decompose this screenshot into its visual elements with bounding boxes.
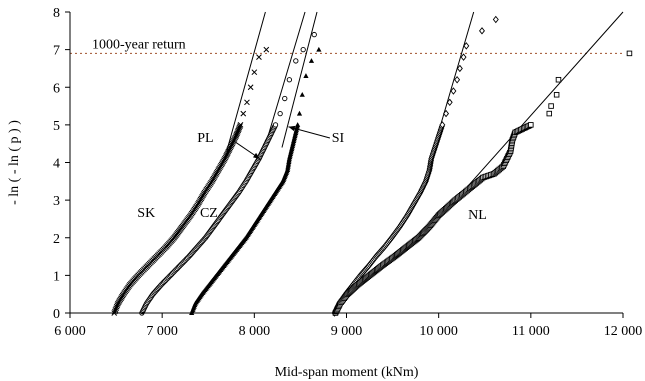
data-point [277,110,283,117]
data-point [446,98,453,107]
data-point [114,302,121,309]
data-point [450,87,457,95]
data-point [237,122,244,128]
data-point [300,46,306,53]
data-point [456,64,463,73]
data-point [251,69,258,76]
data-point [244,99,250,106]
y-ticks: 0 1 2 3 4 5 6 7 8 [53,6,70,322]
y-tick-label: 3 [53,194,60,209]
data-point [303,73,309,78]
data-point [555,76,562,83]
data-point [228,141,235,148]
fit-line [226,11,266,152]
reference-line-label: 1000-year return [92,37,186,52]
data-point [460,53,467,61]
x-tick-label: 6 000 [54,324,86,339]
data-point [272,122,279,128]
data-point [221,155,228,162]
data-point [230,138,236,145]
data-point [256,54,262,61]
data-point [286,77,293,83]
data-point [247,84,254,91]
data-point [228,143,234,149]
fit-line [281,11,318,148]
series-annotations: SK PL CZ SI NL [137,131,487,223]
x-tick-label: 9 000 [331,324,363,339]
data-point [112,307,119,313]
leader-arrowhead [288,125,296,132]
data-markers [111,15,633,317]
data-point [299,91,305,97]
axes [69,12,623,314]
data-point [263,46,270,53]
y-tick-label: 2 [53,232,60,247]
data-point [226,147,232,154]
data-point [224,150,231,156]
data-point [492,15,499,24]
data-point [626,50,633,57]
data-point [223,153,230,159]
data-point [237,123,243,130]
data-point [240,110,247,117]
data-point [296,110,303,116]
y-tick-label: 1 [53,269,60,284]
x-tick-label: 12 000 [604,324,643,339]
data-point [295,122,301,127]
leader-line [288,126,331,139]
data-point [227,144,234,151]
y-tick-label: 8 [53,6,60,21]
y-tick-label: 7 [53,44,60,59]
data-point [548,103,554,109]
y-tick-label: 5 [53,119,60,134]
reference-line-group: 1000-year return [70,37,623,54]
leader-arrowhead [252,152,260,159]
leader-lines [234,125,331,160]
y-tick-label: 0 [53,307,60,322]
data-point [546,110,553,117]
series-label-sk: SK [137,206,155,221]
data-point [528,122,534,128]
data-point [232,134,239,141]
data-point [224,151,230,158]
data-point [439,121,446,129]
series-label-nl: NL [468,208,487,223]
x-axis-label: Mid-span moment (kNm) [275,365,419,380]
data-point [454,76,461,84]
data-point [113,303,120,310]
data-point [311,31,317,38]
x-tick-label: 10 000 [419,324,458,339]
data-point [222,154,229,161]
series-label-pl: PL [197,131,213,146]
series-label-cz: CZ [200,206,218,221]
data-point [553,92,560,98]
y-axis-label: - ln ( - ln ( p ) ) [7,120,22,205]
data-point [293,58,299,64]
data-point [316,46,322,52]
data-point [479,27,485,35]
data-point [282,95,288,102]
data-point [113,305,119,312]
y-tick-label: 6 [53,81,60,96]
data-point [308,58,315,63]
x-tick-label: 7 000 [146,324,178,339]
data-point [463,42,470,50]
data-point [229,140,236,147]
x-tick-label: 8 000 [239,324,271,339]
x-tick-label: 11 000 [512,324,550,339]
fit-lines [226,11,624,220]
x-ticks: 6 000 7 000 8 000 9 000 10 000 11 000 12 000 [54,313,642,339]
y-tick-label: 4 [53,157,60,172]
series-label-si: SI [332,131,345,146]
data-point [225,148,232,155]
data-point [443,109,450,118]
fit-line [263,11,306,152]
data-point [231,136,238,142]
fit-line [438,11,624,220]
data-point [226,146,233,152]
